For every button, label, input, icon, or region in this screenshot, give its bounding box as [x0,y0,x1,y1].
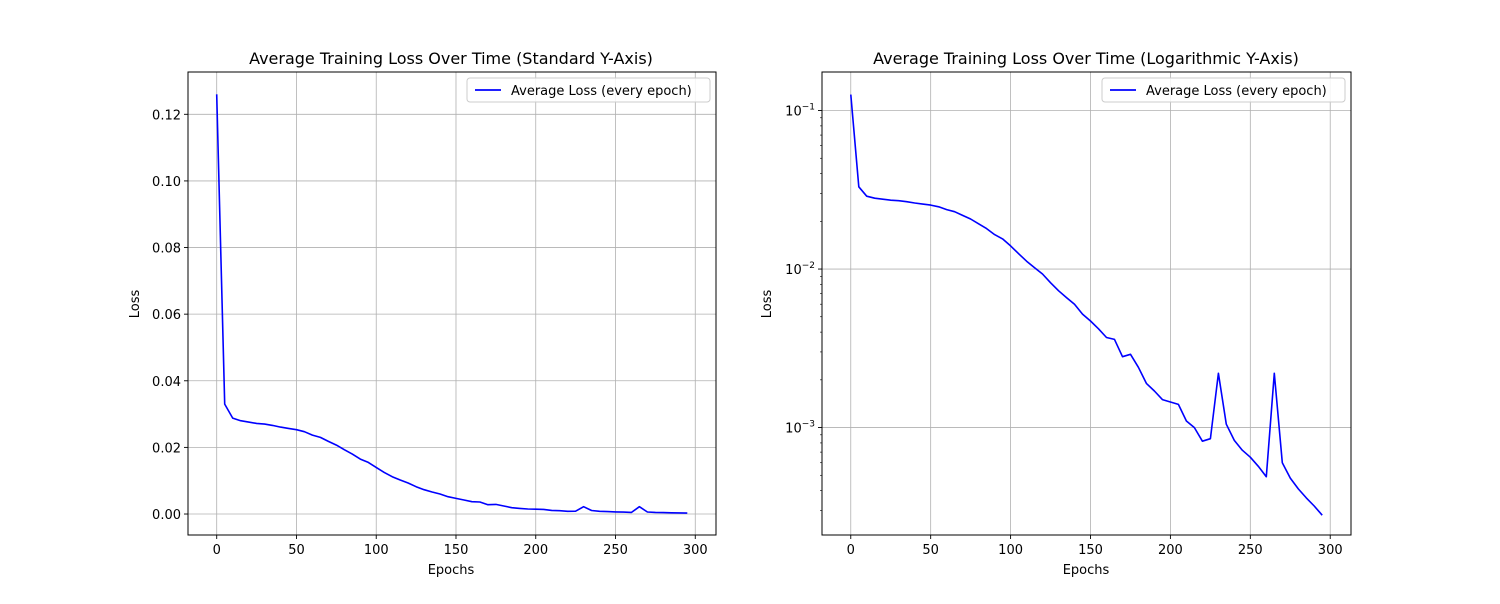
legend: Average Loss (every epoch) [1101,77,1346,103]
y-minor-ticks [820,117,822,511]
legend-label: Average Loss (every epoch) [511,84,692,99]
x-tick-label: 50 [922,543,939,558]
y-tick-label: 10−3 [785,420,815,437]
x-tick-label: 100 [364,543,389,558]
y-tick-label: 0.12 [152,108,181,123]
legend: Average Loss (every epoch) [466,77,711,103]
y-axis-ticks: 0.00 0.02 0.04 0.06 0.08 0.10 0.12 [152,108,188,523]
y-tick-label: 10−1 [785,103,815,120]
y-tick-label: 0.04 [152,375,181,390]
axes-frame [821,71,1352,536]
chart-standard-y-axis: Average Training Loss Over Time (Standar… [128,49,717,578]
x-axis-ticks: 0 50 100 150 200 250 300 [213,535,708,558]
grid [822,72,1351,535]
x-axis-label: Epochs [1063,563,1110,578]
chart-title: Average Training Loss Over Time (Standar… [249,49,653,68]
x-tick-label: 150 [444,543,469,558]
x-axis-label: Epochs [428,563,475,578]
x-tick-label: 250 [1238,543,1263,558]
x-tick-label: 200 [523,543,548,558]
x-tick-label: 0 [213,543,221,558]
x-tick-label: 0 [847,543,855,558]
x-tick-label: 300 [683,543,708,558]
y-tick-label: 0.02 [152,441,181,456]
legend-box [1101,77,1346,103]
y-tick-label: 0.08 [152,242,181,257]
x-tick-label: 300 [1318,543,1343,558]
x-tick-label: 200 [1158,543,1183,558]
x-tick-label: 50 [288,543,305,558]
y-tick-label: 10−2 [785,261,815,278]
legend-label: Average Loss (every epoch) [1146,84,1327,99]
plot-area: 0 50 100 150 200 250 3000.000.020.040.060.080.… [152,71,717,558]
y-axis-label: Loss [760,290,775,319]
x-axis-ticks: 0 50 100 150 200 250 300 [847,535,1343,558]
y-tick-label: 0.00 [152,508,181,523]
x-tick-label: 100 [998,543,1023,558]
x-tick-label: 250 [603,543,628,558]
y-tick-label: 0.06 [152,308,181,323]
chart-log-y-axis: Average Training Loss Over Time (Logarit… [760,49,1352,578]
y-axis-ticks: 10−3 10−2 10−1 [785,103,822,437]
x-tick-label: 150 [1078,543,1103,558]
series-line [215,94,688,514]
legend-box [466,77,711,103]
y-axis-label: Loss [128,290,143,319]
series-line [850,94,1323,516]
grid [188,72,716,535]
plot-area: 0 50 100 150 200 250 300 10−3 10−2 10−1 [785,71,1352,558]
axes-frame [187,71,717,536]
chart-title: Average Training Loss Over Time (Logarit… [873,49,1299,68]
y-tick-label: 0.10 [152,175,181,190]
